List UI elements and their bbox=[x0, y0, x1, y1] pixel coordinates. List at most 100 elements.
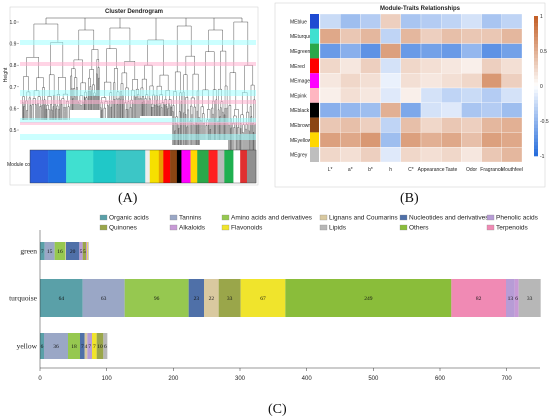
colorbar-step bbox=[534, 40, 538, 45]
colorbar-tick-label: -1 bbox=[540, 154, 545, 160]
chart-legend: Organic acids Tannins Amino acids and deri… bbox=[99, 214, 539, 232]
heatmap-cell bbox=[501, 28, 523, 44]
bar-segment-label: 64 bbox=[59, 296, 65, 302]
heatmap-cell bbox=[360, 13, 381, 29]
heatmap-cell bbox=[420, 87, 442, 103]
legend-swatch bbox=[221, 214, 230, 221]
module-color-segment bbox=[233, 150, 241, 183]
heatmap-cell bbox=[441, 102, 462, 118]
heatmap-cell bbox=[461, 87, 482, 103]
bar-segment-label: 16 bbox=[57, 249, 63, 255]
bar-segment bbox=[240, 279, 286, 317]
bar-segment bbox=[188, 279, 204, 317]
colorbar-step bbox=[534, 61, 538, 66]
bar-segment-label: 22 bbox=[209, 296, 215, 302]
legend-swatch bbox=[486, 224, 495, 231]
dendrogram-band bbox=[20, 118, 256, 123]
heatmap-row-color bbox=[310, 73, 319, 88]
bar-segment bbox=[218, 279, 241, 317]
bar-segment bbox=[285, 279, 452, 317]
colorbar-step bbox=[534, 26, 538, 31]
colorbar-step bbox=[534, 16, 538, 20]
dendrogram-band bbox=[20, 62, 256, 66]
heatmap-row-label: MEbrown bbox=[290, 123, 311, 129]
heatmap-cell bbox=[360, 102, 381, 118]
bar-segment-label: 18 bbox=[71, 344, 77, 350]
legend-swatch bbox=[399, 224, 408, 231]
heatmap-col-label: h bbox=[389, 167, 392, 173]
heatmap-cell bbox=[319, 73, 341, 89]
bar-segment-label: 23 bbox=[194, 296, 200, 302]
heatmap-cell bbox=[380, 73, 401, 89]
heatmap-cell bbox=[400, 117, 422, 133]
bar-segment bbox=[44, 242, 55, 260]
legend-label: Tannins bbox=[179, 215, 202, 222]
bar-segment bbox=[40, 242, 45, 260]
module-color-segment bbox=[93, 150, 117, 183]
heatmap-cell bbox=[441, 43, 462, 59]
heatmap-cell bbox=[501, 132, 523, 148]
heatmap-cell bbox=[360, 28, 381, 44]
bar-segment-label: 36 bbox=[53, 344, 59, 350]
bar-segment bbox=[87, 242, 88, 260]
bar-segment-label: 7 bbox=[41, 249, 44, 255]
colorbar-tick-label: 0 bbox=[540, 84, 543, 90]
heatmap-col-label: Taste bbox=[445, 167, 457, 173]
heatmap-cell bbox=[360, 147, 381, 163]
heatmap-row-color bbox=[310, 102, 319, 118]
legend-swatch bbox=[319, 224, 328, 231]
heatmap-cell bbox=[319, 117, 341, 133]
module-color-segment bbox=[163, 150, 171, 183]
heatmap-cell bbox=[481, 102, 502, 118]
module-color-segment bbox=[224, 150, 234, 183]
heatmap-row-color bbox=[310, 28, 319, 44]
y-category-label: turquoise bbox=[9, 294, 38, 303]
heatmap-cell bbox=[481, 43, 502, 59]
dendrogram-ytick-label: 0.6 bbox=[10, 106, 17, 112]
heatmap-cell bbox=[420, 73, 442, 89]
heatmap-row-label: MEgreen bbox=[290, 49, 311, 55]
heatmap-row-label: MEpink bbox=[290, 93, 307, 99]
heatmap-cell bbox=[461, 73, 482, 89]
heatmap-colorbar: 1 0.5 0 -0.5 -1 bbox=[534, 14, 549, 160]
heatmap-cell bbox=[481, 73, 502, 89]
x-tick-label: 700 bbox=[502, 376, 513, 382]
heatmap-cell bbox=[400, 87, 422, 103]
colorbar-step bbox=[534, 117, 538, 122]
y-category-labels: green turquoise yellow bbox=[9, 247, 38, 351]
colorbar-step bbox=[534, 103, 538, 108]
heatmap-cell bbox=[420, 147, 442, 163]
heatmap-cell bbox=[441, 28, 462, 44]
bar-segment-label: 6 bbox=[104, 344, 107, 350]
legend-label: Organic acids bbox=[109, 215, 149, 222]
heatmap-cell bbox=[400, 28, 422, 44]
dendrogram-band bbox=[20, 122, 256, 125]
bar-segment bbox=[86, 242, 88, 260]
panel-c-bar-chart: Organic acids Tannins Amino acids and deri… bbox=[2, 207, 548, 417]
heatmap-cell bbox=[340, 43, 361, 59]
heatmap-cell bbox=[360, 43, 381, 59]
legend-swatch bbox=[99, 224, 108, 231]
heatmap-cell bbox=[461, 13, 482, 29]
x-tick-label: 500 bbox=[368, 376, 379, 382]
heatmap-cell bbox=[501, 58, 523, 74]
heatmap-row-label: MEblue bbox=[290, 19, 307, 25]
heatmap-cells bbox=[319, 13, 523, 163]
heatmap-cell bbox=[420, 132, 442, 148]
x-tick-label: 300 bbox=[235, 376, 246, 382]
colorbar-step bbox=[534, 58, 538, 62]
colorbar-step bbox=[534, 19, 538, 24]
colorbar-step bbox=[534, 47, 538, 52]
heatmap-cell bbox=[481, 117, 502, 133]
bar-segment-label: 33 bbox=[527, 296, 533, 302]
heatmap-cell bbox=[501, 147, 523, 163]
legend-swatch bbox=[399, 214, 408, 221]
legend-label: Terpenoids bbox=[496, 225, 529, 232]
dendrogram-ytick-label: 0.7 bbox=[10, 85, 17, 91]
heatmap-row-label: MEyellow bbox=[290, 138, 312, 144]
x-axis: 0 100 200 300 400 500 600 700 bbox=[38, 367, 540, 382]
heatmap-cell bbox=[380, 43, 401, 59]
bar-segment-label: 15 bbox=[47, 249, 53, 255]
heatmap-cell bbox=[319, 28, 341, 44]
